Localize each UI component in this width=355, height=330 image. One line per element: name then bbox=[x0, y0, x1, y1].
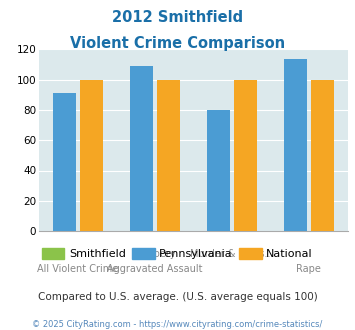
Bar bbox=[207, 110, 230, 231]
Text: Compared to U.S. average. (U.S. average equals 100): Compared to U.S. average. (U.S. average … bbox=[38, 292, 317, 302]
Bar bbox=[234, 80, 257, 231]
Bar bbox=[284, 58, 307, 231]
Text: All Violent Crime: All Violent Crime bbox=[38, 264, 119, 274]
Text: Murder & Mans...: Murder & Mans... bbox=[190, 249, 274, 259]
Text: Aggravated Assault: Aggravated Assault bbox=[107, 264, 203, 274]
Text: Violent Crime Comparison: Violent Crime Comparison bbox=[70, 36, 285, 51]
Text: Rape: Rape bbox=[296, 264, 321, 274]
Text: 2012 Smithfield: 2012 Smithfield bbox=[112, 10, 243, 25]
Bar bbox=[130, 66, 153, 231]
Text: Robbery: Robbery bbox=[135, 249, 175, 259]
Bar bbox=[311, 80, 334, 231]
Legend: Smithfield, Pennsylvania, National: Smithfield, Pennsylvania, National bbox=[38, 244, 317, 263]
Bar bbox=[80, 80, 103, 231]
Text: © 2025 CityRating.com - https://www.cityrating.com/crime-statistics/: © 2025 CityRating.com - https://www.city… bbox=[32, 320, 323, 329]
Bar bbox=[157, 80, 180, 231]
Bar bbox=[53, 93, 76, 231]
